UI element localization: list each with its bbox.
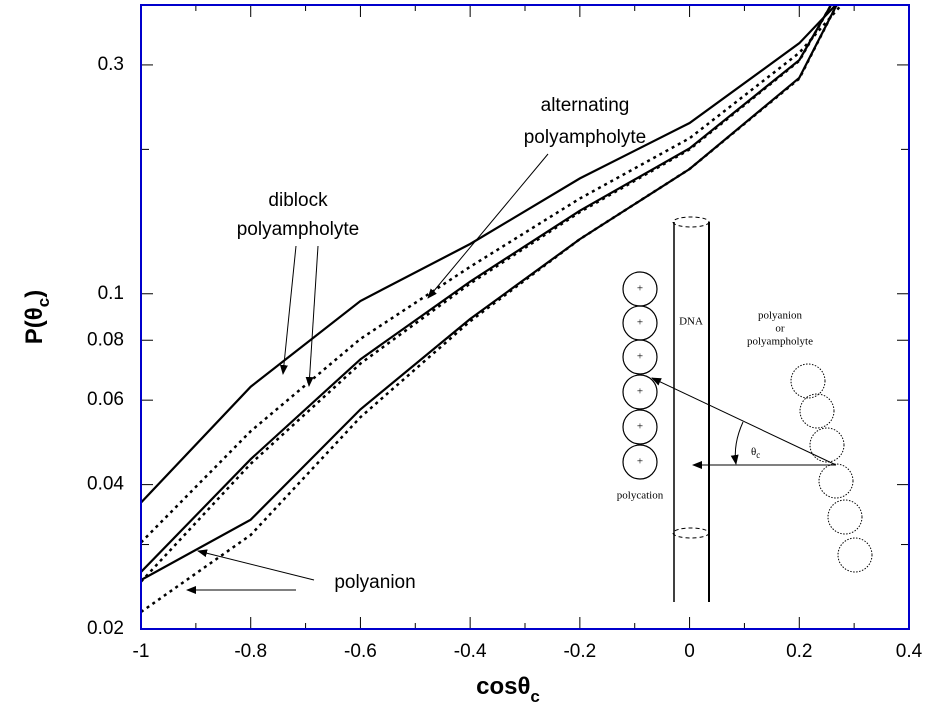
partner-bead: [809, 427, 845, 463]
annotation-arrow: [197, 549, 315, 581]
y-axis-label-end: ): [21, 290, 48, 298]
annotation: polyampholyte: [524, 127, 647, 148]
x-tick-label: -0.2: [563, 641, 596, 662]
x-axis-label-sub: c: [530, 687, 539, 706]
partner-bead: [799, 393, 835, 429]
polycation-bead: [622, 444, 658, 480]
x-axis-label-main: cosθ: [476, 673, 530, 700]
charge: +: [637, 456, 643, 468]
x-tick-label: 0: [684, 641, 695, 662]
annotation-arrow: [305, 245, 319, 387]
angle-arc: [730, 421, 744, 465]
series-line: [141, 5, 839, 614]
series-line: [141, 5, 833, 573]
series-line: [141, 5, 838, 504]
x-tick-label: -1: [133, 641, 150, 662]
x-axis-label: cosθc: [476, 673, 540, 706]
x-tick-label: -0.8: [234, 641, 267, 662]
charge: +: [637, 421, 643, 433]
y-tick-label: 0.06: [87, 389, 124, 410]
y-tick-label: 0.04: [87, 474, 124, 495]
polycation-bead: [622, 409, 658, 445]
charge: +: [637, 317, 643, 329]
angle-label-main: θ: [751, 446, 756, 458]
annotation: polyampholyte: [237, 219, 360, 240]
charge: +: [637, 386, 643, 398]
angle-label-sub: c: [756, 450, 760, 460]
annotation: polyanion: [334, 572, 415, 593]
annotation-arrow: [427, 153, 549, 299]
partner-bead: [827, 499, 863, 535]
y-tick-label: 0.02: [87, 618, 124, 639]
charge: +: [637, 351, 643, 363]
series-line: [141, 5, 844, 544]
partner-label: or: [775, 323, 785, 335]
y-tick-label: 0.1: [98, 283, 124, 304]
charge: +: [637, 283, 643, 295]
y-tick-label: 0.3: [98, 54, 124, 75]
y-axis-label-sub: c: [34, 298, 53, 307]
angle-ray: [651, 377, 837, 466]
polycation-label: polycation: [617, 490, 664, 502]
plot-frame: [140, 4, 910, 630]
dna-cross-section: [672, 216, 710, 228]
series-line: [141, 5, 833, 583]
partner-bead: [818, 463, 854, 499]
annotation-arrow: [279, 245, 297, 375]
y-axis-label-main: P(θ: [21, 307, 48, 344]
angle-label: θc: [751, 446, 760, 461]
partner-label: polyampholyte: [747, 336, 813, 348]
series-line: [141, 5, 838, 581]
partner-bead: [837, 537, 873, 573]
y-axis-label: P(θc): [21, 290, 53, 344]
polycation-bead: [622, 374, 658, 410]
x-tick-label: -0.6: [344, 641, 377, 662]
partner-bead: [790, 363, 826, 399]
partner-label: polyanion: [758, 310, 802, 322]
x-tick-label: -0.4: [454, 641, 487, 662]
dna-cross-section: [672, 527, 710, 539]
y-tick-label: 0.08: [87, 329, 124, 350]
x-tick-label: 0.4: [896, 641, 923, 662]
polycation-bead: [622, 339, 658, 375]
annotation: diblock: [268, 190, 328, 211]
dna-label: DNA: [679, 316, 703, 328]
x-tick-label: 0.2: [786, 641, 812, 662]
annotation: alternating: [541, 95, 630, 116]
